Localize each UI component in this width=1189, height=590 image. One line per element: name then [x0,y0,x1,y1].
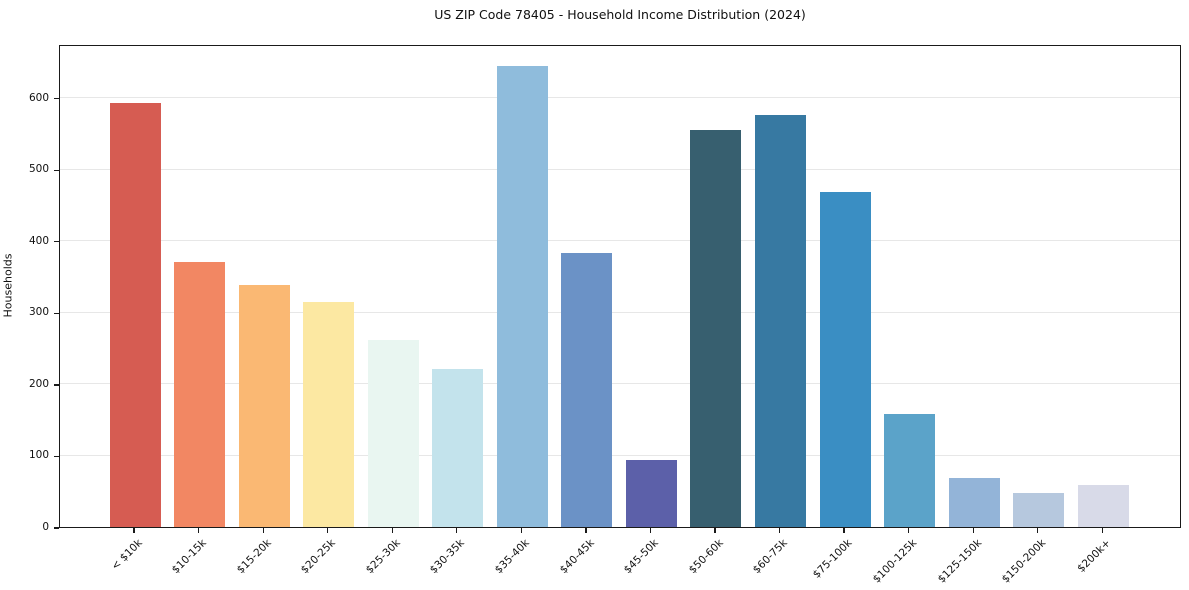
x-tick-label: $50-60k [686,537,726,577]
x-tick-mark [391,528,393,533]
y-tick-label: 200 [28,377,49,390]
x-tick-mark [1101,528,1103,533]
y-tick-label: 100 [28,449,49,462]
bar-$40-45k [561,252,613,527]
x-tick-label: $25-30k [363,537,403,577]
x-tick-label: $150-200k [999,537,1049,586]
y-tick-label: 500 [28,163,49,176]
x-tick-label: $30-35k [428,537,468,577]
y-tick-mark [54,241,59,243]
x-tick-label: $75-100k [810,537,855,581]
bar-$200k+ [1077,484,1129,527]
x-tick-mark [197,528,200,533]
bar-$50-60k [690,129,742,527]
x-tick-mark [843,528,845,533]
x-tick-label: $125-150k [935,537,984,586]
bar-$15-20k [238,285,290,527]
x-tick-label: < $10k [108,537,145,573]
x-tick-mark [262,528,264,533]
bar-$10-15k [174,261,226,527]
y-tick-mark [54,98,59,100]
gridline [60,168,1180,170]
x-tick-mark [778,528,781,533]
bar-$30-35k [432,368,484,527]
x-tick-label: $20-25k [299,537,339,577]
gridline [60,454,1180,456]
gridline [60,240,1180,242]
x-tick-label: $35-40k [492,537,532,577]
y-tick-mark [54,455,59,458]
x-tick-mark [908,528,910,533]
bar-$60-75k [755,114,806,527]
x-tick-mark [133,528,135,533]
bar-$45-50k [625,460,677,527]
y-tick-label: 300 [28,306,49,319]
x-tick-mark [520,528,522,533]
x-tick-label: $45-50k [621,537,661,577]
bar-$150-200k [1013,493,1065,527]
y-tick-label: 0 [42,521,49,533]
x-tick-label: $200k+ [1074,537,1113,575]
y-axis-label: Households [1,253,15,318]
x-tick-mark [456,528,458,533]
x-tick-mark [1037,528,1039,533]
gridline [60,311,1180,313]
y-tick-label: 400 [28,234,49,247]
y-tick-label: 600 [28,91,49,104]
bar-$25-30k [367,340,419,527]
x-tick-label: $40-45k [557,537,597,577]
bar-$35-40k [496,66,548,527]
x-tick-label: $15-20k [234,537,274,577]
bar-$20-25k [303,302,355,527]
y-tick-mark [54,384,59,386]
y-tick-mark [54,312,59,315]
bar-$100-125k [884,413,936,527]
bar-$75-100k [819,192,871,527]
x-tick-label: $100-125k [870,537,920,586]
bar-$125-150k [948,478,1000,527]
plot-area [59,45,1181,528]
x-tick-mark [585,528,587,533]
x-tick-mark [714,528,716,533]
x-tick-mark [327,528,329,533]
x-tick-mark [649,528,652,533]
x-tick-label: $10-15k [169,537,210,577]
y-tick-mark [54,169,59,171]
chart-title: US ZIP Code 78405 - Household Income Dis… [434,7,806,22]
x-tick-label: $60-75k [750,537,790,577]
gridline [60,383,1180,385]
gridline [60,97,1180,99]
bar-< $10k [109,103,161,527]
y-tick-mark [54,527,59,529]
x-tick-mark [972,528,974,533]
